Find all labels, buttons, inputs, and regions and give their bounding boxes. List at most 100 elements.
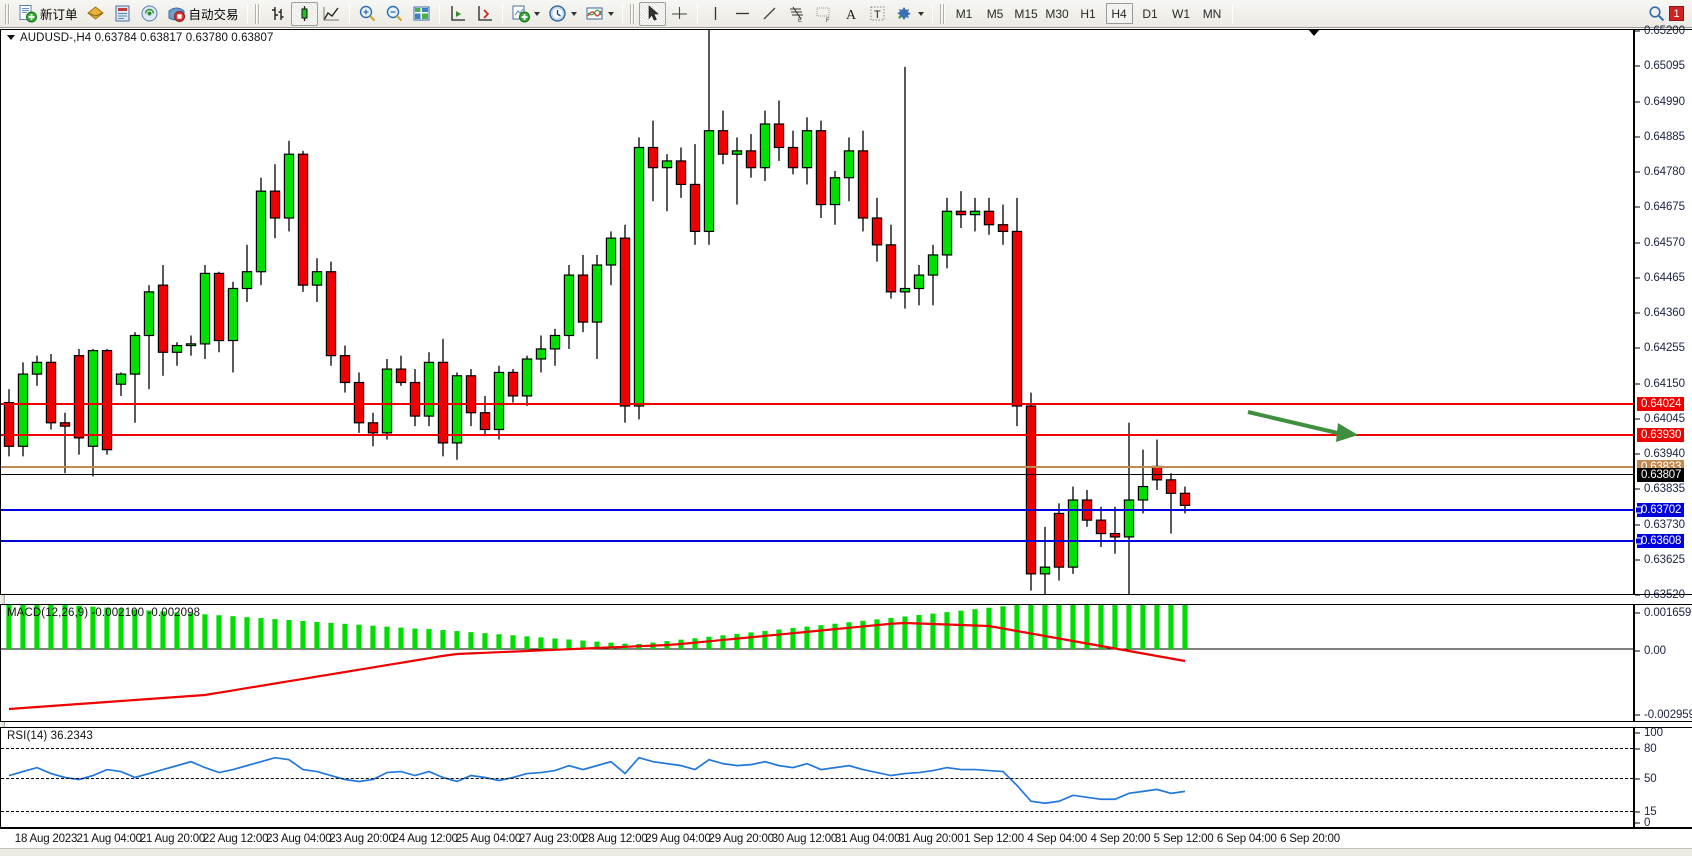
chevron-down-icon[interactable] xyxy=(917,11,924,16)
candlestick-chart-button[interactable] xyxy=(290,1,318,26)
price-level-tag[interactable]: 0.63702 xyxy=(1635,503,1685,517)
trendline-button[interactable] xyxy=(756,2,783,26)
label-button[interactable]: T xyxy=(864,2,891,26)
fibonacci-icon: E xyxy=(787,4,806,23)
timeframe-button-h1[interactable]: H1 xyxy=(1080,6,1096,21)
support-line-063608[interactable] xyxy=(1,540,1633,542)
new-order-icon xyxy=(18,4,37,23)
price-tick xyxy=(1635,453,1640,455)
price-tick xyxy=(1635,488,1640,490)
time-tick-label: 6 Sep 20:00 xyxy=(1280,833,1340,845)
toolbar-grip[interactable] xyxy=(5,3,11,24)
price-tick xyxy=(1635,312,1640,314)
toolbar-separator-2 xyxy=(348,3,350,24)
rsi-axis[interactable]: 100 80 50 15 0 xyxy=(1634,727,1692,829)
price-tick xyxy=(1635,277,1640,279)
time-tick-label: 27 Aug 23:00 xyxy=(518,833,585,845)
price-axis[interactable]: 0.65200 0.65095 0.64990 0.64885 0.64780 0.646… xyxy=(1634,25,1692,601)
macd-pane[interactable]: MACD(12,26,9) -0.002100 -0.002098 xyxy=(0,604,1634,722)
rsi-label: RSI(14) 36.2343 xyxy=(7,730,93,742)
resistance-line-063930[interactable] xyxy=(1,434,1633,436)
fibonacci-button[interactable]: E xyxy=(783,2,810,26)
resistance-line-064024[interactable] xyxy=(1,403,1633,405)
search-icon[interactable] xyxy=(1648,5,1665,22)
horizontal-line-icon xyxy=(733,4,752,23)
time-tick-label: 6 Sep 04:00 xyxy=(1216,833,1277,845)
new-chart-button[interactable] xyxy=(507,2,544,26)
timeframe-button-d1[interactable]: D1 xyxy=(1142,6,1158,21)
rsi-pane[interactable]: RSI(14) 36.2343 xyxy=(0,727,1634,828)
label-icon: T xyxy=(868,4,887,23)
price-level-tag[interactable]: 0.64024 xyxy=(1637,397,1685,411)
rsi-tick xyxy=(1635,778,1640,780)
crosshair-top-marker xyxy=(1308,29,1320,36)
horizontal-line-button[interactable] xyxy=(729,2,756,26)
time-tick-label: 4 Sep 20:00 xyxy=(1090,833,1151,845)
trend-arrow-annotation[interactable] xyxy=(1246,408,1366,444)
time-tick-label: 4 Sep 04:00 xyxy=(1027,833,1088,845)
timeframe-button-h4[interactable]: H4 xyxy=(1105,3,1133,24)
rsi-tick-label: 0 xyxy=(1644,817,1651,829)
macd-canvas xyxy=(1,605,1633,721)
signals-button[interactable] xyxy=(136,2,163,26)
macd-tick xyxy=(1635,650,1640,652)
shapes-button[interactable] xyxy=(891,2,928,26)
crosshair-button[interactable] xyxy=(666,2,693,26)
chart-shift-button[interactable] xyxy=(444,2,471,26)
level-handle[interactable] xyxy=(1635,506,1642,514)
timeframe-button-m15[interactable]: M15 xyxy=(1014,6,1038,21)
price-level-tag[interactable]: 0.63807 xyxy=(1637,468,1685,482)
price-level-tag[interactable]: 0.63930 xyxy=(1637,428,1685,442)
price-level-tag[interactable]: 0.63608 xyxy=(1635,534,1685,548)
bar-chart-button[interactable] xyxy=(264,2,291,26)
line-chart-button[interactable] xyxy=(318,2,345,26)
time-tick-label: 31 Aug 20:00 xyxy=(898,833,964,845)
text-button[interactable]: A xyxy=(837,2,864,26)
chevron-down-icon[interactable] xyxy=(570,11,577,16)
timeframe-button-m1[interactable]: M1 xyxy=(955,6,973,21)
chevron-down-icon[interactable] xyxy=(533,11,540,16)
chart-tools-grip[interactable] xyxy=(254,3,261,24)
timeframe-grip[interactable] xyxy=(939,3,946,24)
macd-tick-label: -0.002959 xyxy=(1644,709,1692,721)
auto-scroll-button[interactable] xyxy=(471,2,498,26)
collapse-triangle-icon[interactable] xyxy=(7,35,15,40)
zoom-out-button[interactable] xyxy=(381,2,408,26)
notification-badge[interactable]: 1 xyxy=(1669,6,1684,21)
cursor-button[interactable] xyxy=(638,1,666,26)
time-tick-label: 25 Aug 04:00 xyxy=(455,833,522,845)
grid-button[interactable] xyxy=(408,2,435,26)
toolbar-separator-3 xyxy=(438,3,440,24)
period-button[interactable] xyxy=(544,2,581,26)
draw-tools-grip[interactable] xyxy=(629,3,636,24)
support-line-063702[interactable] xyxy=(1,509,1633,511)
indicators-button[interactable] xyxy=(581,2,618,26)
macd-tick-label: 0.001659 xyxy=(1644,607,1692,619)
timeframe-button-w1[interactable]: W1 xyxy=(1172,6,1191,21)
price-chart-pane[interactable]: AUDUSD-,H4 0.63784 0.63817 0.63780 0.638… xyxy=(0,29,1634,595)
rsi-level-50 xyxy=(1,778,1633,779)
chevron-down-icon[interactable] xyxy=(607,11,614,16)
grid-icon xyxy=(412,4,431,23)
auto-trading-button[interactable]: 自动交易 xyxy=(163,2,243,26)
channel-button[interactable]: F xyxy=(810,2,837,26)
pivot-line-063833[interactable] xyxy=(1,466,1633,468)
new-order-button[interactable]: 新订单 xyxy=(14,2,82,26)
macd-label: MACD(12,26,9) -0.002100 -0.002098 xyxy=(7,607,201,619)
level-handle[interactable] xyxy=(1635,537,1642,545)
macd-axis[interactable]: 0.001659 0.00 -0.002959 xyxy=(1634,604,1692,722)
timeframe-button-m5[interactable]: M5 xyxy=(986,6,1004,21)
price-tick xyxy=(1635,101,1640,102)
time-tick-label: 29 Aug 04:00 xyxy=(645,833,711,845)
terminal-button[interactable] xyxy=(109,2,136,26)
zoom-in-button[interactable] xyxy=(354,2,381,26)
history-button[interactable] xyxy=(82,2,109,26)
timeframe-button-m30[interactable]: M30 xyxy=(1045,6,1069,21)
price-tick xyxy=(1635,347,1640,349)
rsi-tick-label: 80 xyxy=(1644,743,1657,755)
history-icon xyxy=(86,4,105,23)
time-tick-label: 5 Sep 12:00 xyxy=(1153,833,1214,845)
macd-tick-label: 0.00 xyxy=(1644,645,1666,657)
vertical-line-button[interactable] xyxy=(702,2,729,26)
timeframe-button-mn[interactable]: MN xyxy=(1202,6,1222,21)
